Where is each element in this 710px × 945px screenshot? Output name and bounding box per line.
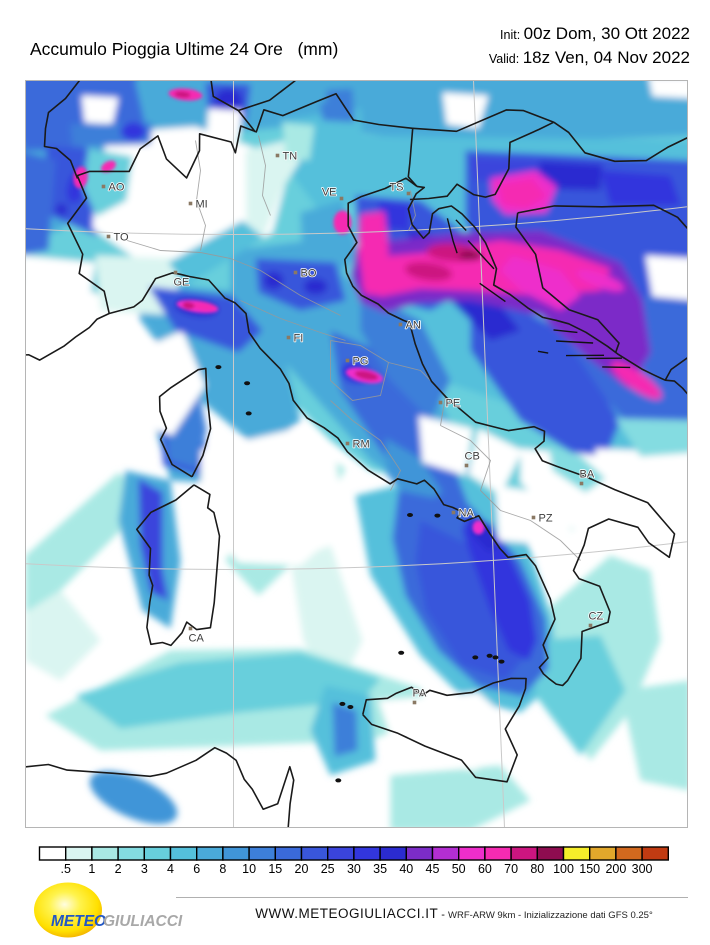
svg-text:10: 10 — [242, 862, 256, 876]
svg-text:1: 1 — [88, 862, 95, 876]
svg-text:40: 40 — [399, 862, 413, 876]
svg-text:15: 15 — [268, 862, 282, 876]
svg-text:TN: TN — [283, 151, 298, 163]
svg-text:50: 50 — [452, 862, 466, 876]
svg-text:RM: RM — [353, 439, 370, 451]
svg-text:2: 2 — [115, 862, 122, 876]
svg-text:4: 4 — [167, 862, 174, 876]
svg-text:3: 3 — [141, 862, 148, 876]
svg-text:PG: PG — [353, 356, 369, 368]
svg-text:30: 30 — [347, 862, 361, 876]
svg-text:20: 20 — [295, 862, 309, 876]
svg-text:200: 200 — [605, 862, 626, 876]
svg-text:70: 70 — [504, 862, 518, 876]
svg-text:PE: PE — [446, 398, 461, 410]
svg-text:CB: CB — [465, 451, 480, 463]
svg-text:150: 150 — [579, 862, 600, 876]
svg-text:NA: NA — [459, 508, 475, 520]
svg-text:CA: CA — [189, 633, 205, 645]
svg-text:MI: MI — [196, 199, 208, 211]
svg-text:25: 25 — [321, 862, 335, 876]
svg-text:CZ: CZ — [589, 611, 604, 623]
svg-text:35: 35 — [373, 862, 387, 876]
svg-text:GE: GE — [174, 277, 190, 289]
svg-text:BO: BO — [301, 268, 317, 280]
svg-text:PZ: PZ — [539, 513, 553, 525]
svg-text:TO: TO — [114, 232, 130, 244]
svg-text:.5: .5 — [60, 862, 70, 876]
svg-text:8: 8 — [219, 862, 226, 876]
svg-text:AN: AN — [406, 320, 421, 332]
svg-text:GIULIACCI: GIULIACCI — [103, 913, 183, 930]
svg-text:AO: AO — [109, 182, 125, 194]
svg-text:PA: PA — [413, 688, 428, 700]
svg-text:VE: VE — [322, 187, 337, 199]
svg-text:TS: TS — [389, 182, 403, 194]
svg-text:METEO: METEO — [51, 913, 106, 930]
svg-text:45: 45 — [426, 862, 440, 876]
svg-text:60: 60 — [478, 862, 492, 876]
svg-text:6: 6 — [193, 862, 200, 876]
svg-text:BA: BA — [580, 469, 595, 481]
svg-text:80: 80 — [530, 862, 544, 876]
svg-text:FI: FI — [294, 333, 304, 345]
svg-text:300: 300 — [632, 862, 653, 876]
svg-text:100: 100 — [553, 862, 574, 876]
